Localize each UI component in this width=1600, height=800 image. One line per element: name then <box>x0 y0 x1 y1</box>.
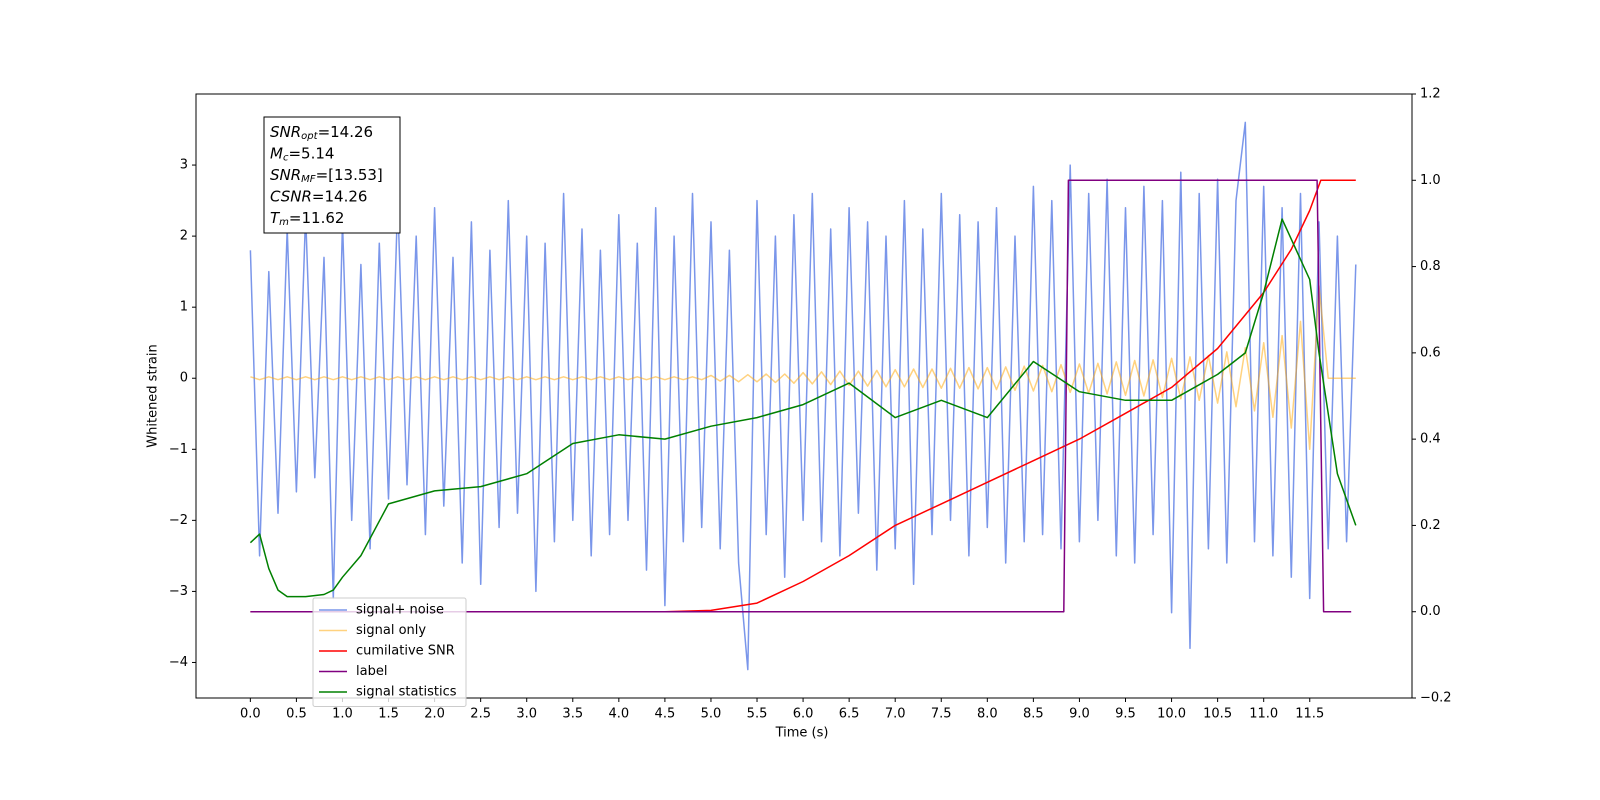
y-tick-label: −1 <box>169 442 188 457</box>
x-tick-label: 10.5 <box>1203 707 1232 722</box>
x-tick-label: 8.5 <box>1023 707 1044 722</box>
annotation-symbol: M <box>270 144 283 162</box>
annotation-text: SNRMF=[13.53] <box>270 166 383 186</box>
x-tick-label: 8.0 <box>977 707 998 722</box>
y-tick-label: −4 <box>169 655 188 670</box>
annotation-symbol: CSNR <box>270 187 312 205</box>
x-tick-label: 7.5 <box>931 707 952 722</box>
annotation-subscript: m <box>279 217 289 228</box>
x-tick-label: 5.5 <box>747 707 768 722</box>
annotation-value: =14.26 <box>318 123 374 141</box>
y2-tick-label: 0.6 <box>1420 345 1441 360</box>
annotation-text: CSNR=14.26 <box>270 187 367 205</box>
annotation-text: SNRopt=14.26 <box>270 123 373 143</box>
legend: signal+ noise signal only cumilative SNR la… <box>312 597 467 707</box>
series-line <box>249 218 1357 598</box>
y2-tick-label: −0.2 <box>1420 691 1452 706</box>
annotation-frame <box>263 116 401 234</box>
annotation-text: Tm=11.62 <box>270 209 344 229</box>
x-tick-label: 9.0 <box>1069 707 1090 722</box>
x-tick-label: 1.0 <box>332 707 353 722</box>
x-tick-label: 3.0 <box>516 707 537 722</box>
annotation-value: =[13.53] <box>316 166 383 184</box>
y2-tick-label: 1.2 <box>1420 87 1441 102</box>
y2-tick-label: 0.0 <box>1420 604 1441 619</box>
x-tick-label: 2.0 <box>424 707 445 722</box>
x-tick-label: 6.0 <box>793 707 814 722</box>
x-axis-label: Time (s) <box>775 726 829 741</box>
legend-label: label <box>356 664 387 679</box>
legend-frame <box>312 597 467 707</box>
y-tick-label: 1 <box>180 300 188 315</box>
y2-tick-label: 0.2 <box>1420 518 1441 533</box>
series-line <box>250 179 1352 613</box>
series-line <box>249 121 1357 671</box>
annotation-symbol: T <box>270 209 281 227</box>
y-tick-label: 3 <box>180 158 188 173</box>
y2-tick-label: 0.4 <box>1420 432 1441 447</box>
legend-label: cumilative SNR <box>356 644 455 659</box>
x-tick-label: 11.5 <box>1295 707 1324 722</box>
y-tick-label: −3 <box>169 584 188 599</box>
legend-label: signal statistics <box>356 685 457 700</box>
annotation-symbol: SNR <box>270 123 301 141</box>
annotation-value: =5.14 <box>288 144 334 162</box>
annotation-subscript: c <box>283 153 289 164</box>
legend-label: signal+ noise <box>356 603 444 618</box>
annotation-value: =14.26 <box>312 187 368 205</box>
annotation-symbol: SNR <box>270 166 301 184</box>
y-tick-label: −2 <box>169 513 188 528</box>
y2-tick-label: 1.0 <box>1420 173 1441 188</box>
x-tick-label: 11.0 <box>1249 707 1278 722</box>
plot-frame <box>195 93 1413 699</box>
annotation-text: Mc=5.14 <box>270 144 334 164</box>
legend-label: signal only <box>356 623 426 638</box>
x-tick-label: 0.0 <box>240 707 261 722</box>
series-line <box>250 285 1356 451</box>
annotation-box: SNRopt=14.26Mc=5.14SNRMF=[13.53]CSNR=14.… <box>263 116 401 234</box>
x-tick-label: 3.5 <box>562 707 583 722</box>
x-tick-label: 7.0 <box>885 707 906 722</box>
annotation-subscript: opt <box>301 131 318 142</box>
annotation-value: =11.62 <box>289 209 345 227</box>
x-tick-label: 6.5 <box>839 707 860 722</box>
y-tick-label: 2 <box>180 229 188 244</box>
x-tick-label: 0.5 <box>286 707 307 722</box>
x-tick-label: 10.0 <box>1157 707 1186 722</box>
x-tick-label: 5.0 <box>701 707 722 722</box>
x-tick-label: 1.5 <box>378 707 399 722</box>
x-tick-label: 4.5 <box>655 707 676 722</box>
y-axis-label: Whitened strain <box>146 344 161 447</box>
annotation-subscript: MF <box>301 174 316 185</box>
x-tick-label: 4.0 <box>608 707 629 722</box>
x-tick-label: 9.5 <box>1115 707 1136 722</box>
x-tick-label: 2.5 <box>470 707 491 722</box>
y2-tick-label: 0.8 <box>1420 259 1441 274</box>
y-tick-label: 0 <box>180 371 188 386</box>
series-line <box>250 179 1356 613</box>
